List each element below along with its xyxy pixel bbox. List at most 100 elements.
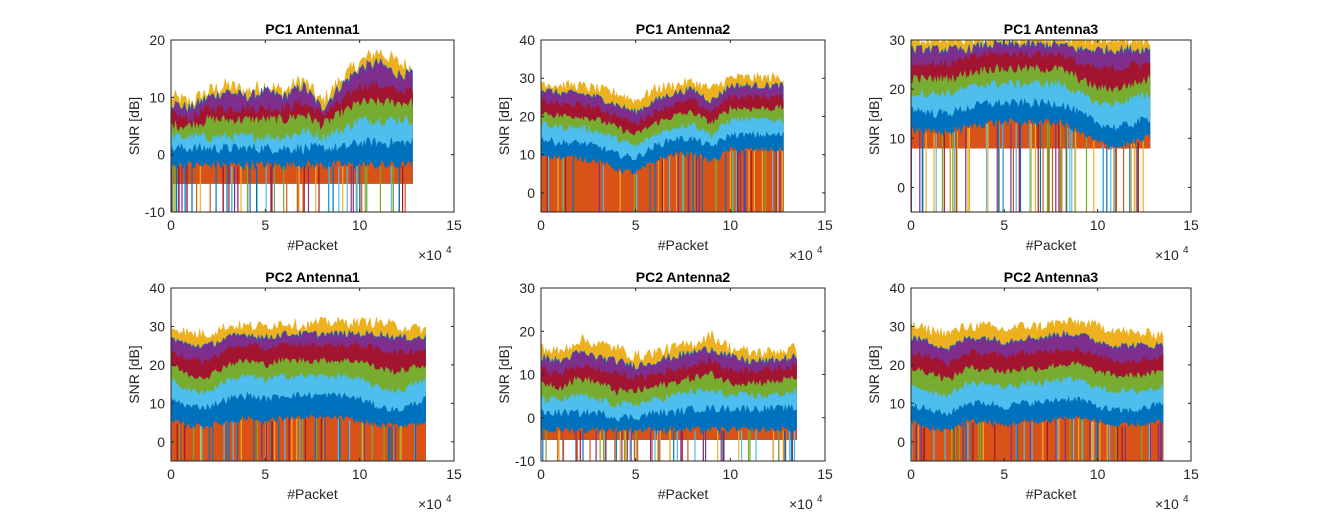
x-tick-label: 10 [1090,466,1106,482]
axes-frame [910,39,1192,213]
x-multiplier-exponent: 4 [817,494,823,505]
x-tick-label: 0 [167,466,175,482]
y-tick-label: 30 [889,32,905,48]
y-tick-label: 0 [157,434,165,450]
x-multiplier: ×10 [418,496,442,512]
y-tick-label: 0 [157,147,165,163]
x-tick-label: 5 [632,466,640,482]
y-tick-label: 0 [527,410,535,426]
y-tick-label: 40 [149,280,165,296]
subplot-3: 0 5 10 15 0 10 20 30 PC1 Antenna3 #Packet SNR [dB]… [866,21,1199,263]
y-tick-label: 20 [519,108,535,124]
x-multiplier-exponent: 4 [1183,245,1189,256]
x-axis-label: #Packet [658,237,709,253]
y-tick-label: -10 [145,204,165,220]
x-tick-label: 5 [261,466,269,482]
y-tick-label: 0 [527,185,535,201]
y-tick-label: 30 [519,280,535,296]
x-axis-label: #Packet [1026,486,1077,502]
x-tick-label: 0 [167,217,175,233]
x-multiplier-exponent: 4 [817,245,823,256]
y-tick-label: 10 [519,367,535,383]
x-tick-label: 10 [352,217,368,233]
x-multiplier: ×10 [1155,496,1179,512]
chart-title: PC2 Antenna2 [636,269,731,285]
data-layer [911,316,1164,461]
y-tick-label: 20 [149,32,165,48]
y-axis-label: SNR [dB] [866,345,882,403]
axes-frame [170,39,455,213]
y-tick-label: 0 [897,434,905,450]
data-layer [171,48,413,212]
x-tick-label: 15 [446,466,462,482]
y-axis-label: SNR [dB] [496,345,512,403]
y-tick-label: 20 [149,357,165,373]
y-axis-label: SNR [dB] [496,97,512,155]
x-multiplier: ×10 [418,247,442,263]
y-tick-label: 10 [889,395,905,411]
x-axis-label: #Packet [1026,237,1077,253]
y-tick-label: 10 [149,89,165,105]
x-tick-label: 10 [352,466,368,482]
y-tick-label: 40 [519,32,535,48]
data-layer [171,316,426,461]
x-tick-label: 15 [1183,466,1199,482]
data-layer [911,40,1151,212]
x-multiplier: ×10 [789,496,813,512]
y-tick-label: 10 [519,147,535,163]
y-tick-label: 10 [149,395,165,411]
x-tick-label: 5 [632,217,640,233]
subplot-4: 0 5 10 15 0 10 20 30 40 PC2 Antenna1 #Packet SNR [d… [126,269,462,512]
y-tick-label: 20 [889,81,905,97]
subplot-6: 0 5 10 15 0 10 20 30 40 PC2 Antenna3 #Packet SNR [d… [866,269,1199,512]
axes-frame [540,39,826,213]
data-layer [541,330,797,461]
x-tick-label: 0 [537,217,545,233]
y-tick-label: 20 [889,357,905,373]
x-tick-label: 5 [1000,217,1008,233]
y-tick-label: 30 [149,318,165,334]
y-tick-label: 30 [519,70,535,86]
x-multiplier: ×10 [1155,247,1179,263]
y-tick-label: 40 [889,280,905,296]
y-axis-label: SNR [dB] [126,345,142,403]
x-tick-label: 15 [446,217,462,233]
x-tick-label: 10 [1090,217,1106,233]
y-tick-label: -10 [515,453,535,469]
y-tick-label: 10 [889,130,905,146]
x-tick-label: 15 [817,217,833,233]
x-tick-label: 10 [723,217,739,233]
chart-title: PC1 Antenna1 [265,21,360,37]
x-tick-label: 0 [907,217,915,233]
axes-frame [170,287,455,462]
chart-title: PC2 Antenna1 [265,269,360,285]
x-tick-label: 15 [1183,217,1199,233]
y-tick-label: 0 [897,179,905,195]
y-axis-label: SNR [dB] [866,97,882,155]
x-tick-label: 5 [261,217,269,233]
y-tick-label: 20 [519,323,535,339]
x-multiplier-exponent: 4 [1183,494,1189,505]
chart-title: PC1 Antenna2 [636,21,731,37]
x-tick-label: 5 [1000,466,1008,482]
y-tick-label: 30 [889,318,905,334]
data-layer [541,72,784,212]
x-multiplier-exponent: 4 [446,245,452,256]
subplot-2: 0 5 10 15 0 10 20 30 40 PC1 Antenna2 #Packet SNR [d… [496,21,833,263]
x-axis-label: #Packet [658,486,709,502]
x-tick-label: 10 [723,466,739,482]
x-tick-label: 0 [537,466,545,482]
chart-title: PC1 Antenna3 [1004,21,1099,37]
y-axis-label: SNR [dB] [126,97,142,155]
axes-frame [910,287,1192,462]
chart-title: PC2 Antenna3 [1004,269,1099,285]
x-multiplier: ×10 [789,247,813,263]
x-axis-label: #Packet [287,486,338,502]
x-multiplier-exponent: 4 [446,494,452,505]
x-tick-label: 15 [817,466,833,482]
x-axis-label: #Packet [287,237,338,253]
x-tick-label: 0 [907,466,915,482]
